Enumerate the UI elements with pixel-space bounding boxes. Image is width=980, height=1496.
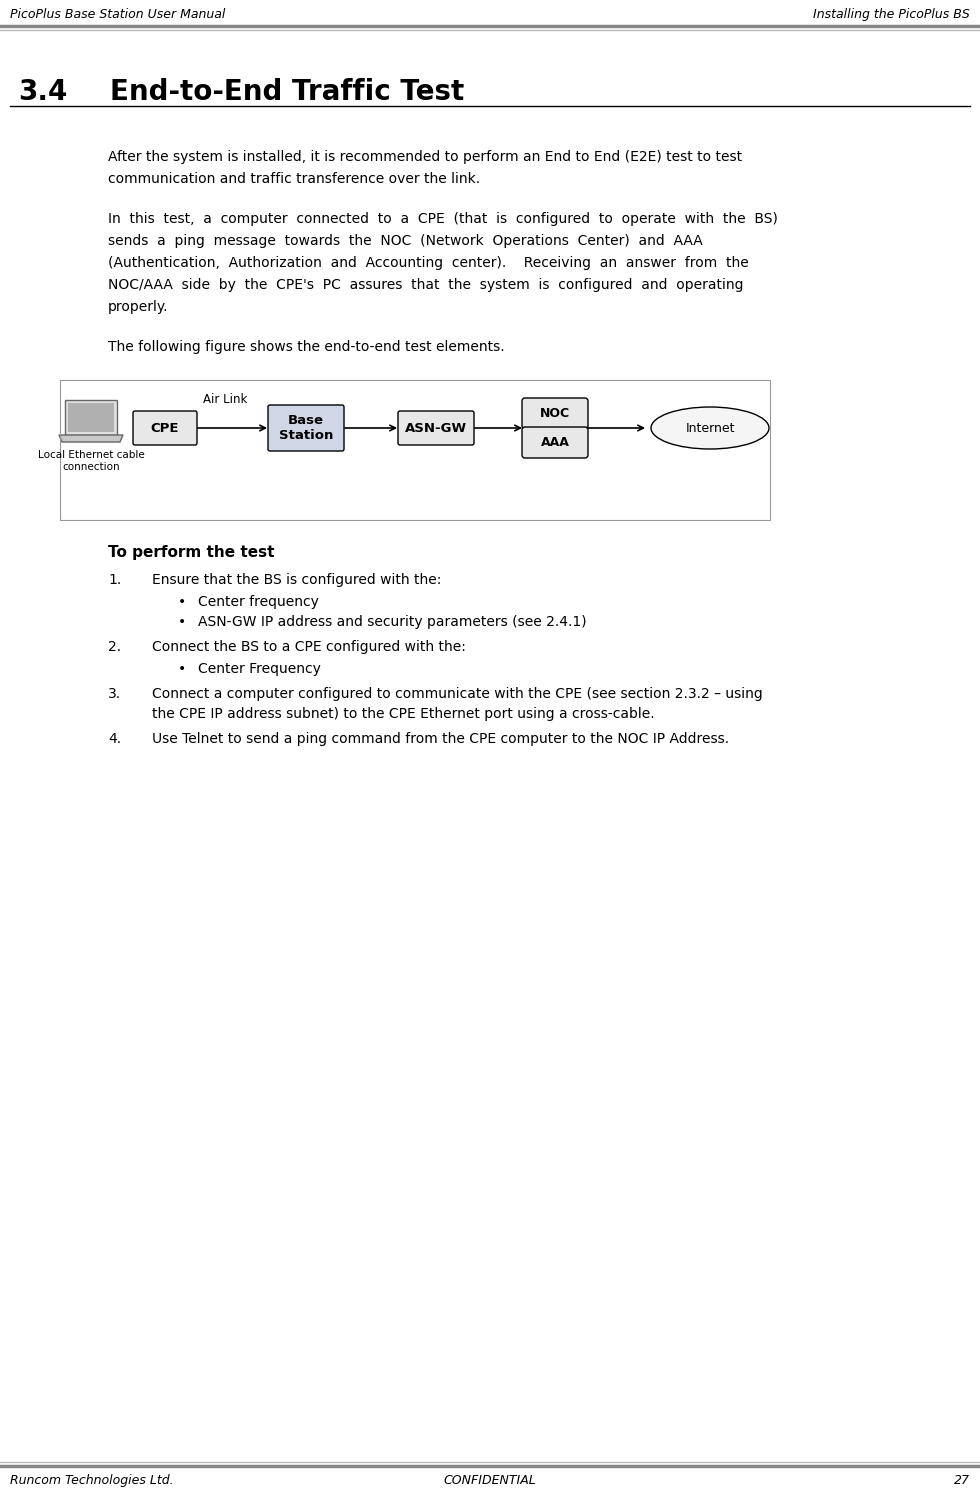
Text: In  this  test,  a  computer  connected  to  a  CPE  (that  is  configured  to  : In this test, a computer connected to a … xyxy=(108,212,778,226)
Text: 4.: 4. xyxy=(108,732,122,747)
Bar xyxy=(60,380,770,521)
Text: NOC: NOC xyxy=(540,407,570,420)
Text: AAA: AAA xyxy=(541,435,569,449)
Text: sends  a  ping  message  towards  the  NOC  (Network  Operations  Center)  and  : sends a ping message towards the NOC (Ne… xyxy=(108,233,703,248)
Text: properly.: properly. xyxy=(108,301,169,314)
Text: End-to-End Traffic Test: End-to-End Traffic Test xyxy=(110,78,465,106)
Text: 3.4: 3.4 xyxy=(18,78,68,106)
FancyBboxPatch shape xyxy=(522,426,588,458)
FancyBboxPatch shape xyxy=(268,405,344,450)
Text: After the system is installed, it is recommended to perform an End to End (E2E) : After the system is installed, it is rec… xyxy=(108,150,742,165)
Text: Internet: Internet xyxy=(685,422,735,434)
Bar xyxy=(68,402,114,432)
Text: Center Frequency: Center Frequency xyxy=(198,663,320,676)
Text: 27: 27 xyxy=(954,1474,970,1487)
Text: Use Telnet to send a ping command from the CPE computer to the NOC IP Address.: Use Telnet to send a ping command from t… xyxy=(152,732,729,747)
Text: Installing the PicoPlus BS: Installing the PicoPlus BS xyxy=(813,7,970,21)
Text: Local Ethernet cable
connection: Local Ethernet cable connection xyxy=(37,450,144,473)
Text: •: • xyxy=(178,595,186,609)
Bar xyxy=(65,399,117,435)
Text: Air Link: Air Link xyxy=(203,393,247,405)
FancyBboxPatch shape xyxy=(133,411,197,444)
Text: Connect the BS to a CPE configured with the:: Connect the BS to a CPE configured with … xyxy=(152,640,466,654)
Text: Center frequency: Center frequency xyxy=(198,595,318,609)
Text: The following figure shows the end-to-end test elements.: The following figure shows the end-to-en… xyxy=(108,340,505,355)
Polygon shape xyxy=(59,435,123,441)
Text: 1.: 1. xyxy=(108,573,122,586)
Text: ASN-GW IP address and security parameters (see 2.4.1): ASN-GW IP address and security parameter… xyxy=(198,615,587,628)
Text: Connect a computer configured to communicate with the CPE (see section 2.3.2 – u: Connect a computer configured to communi… xyxy=(152,687,762,702)
Text: PicoPlus Base Station User Manual: PicoPlus Base Station User Manual xyxy=(10,7,225,21)
Text: the CPE IP address subnet) to the CPE Ethernet port using a cross-cable.: the CPE IP address subnet) to the CPE Et… xyxy=(152,708,655,721)
Text: To perform the test: To perform the test xyxy=(108,545,274,560)
Text: NOC/AAA  side  by  the  CPE's  PC  assures  that  the  system  is  configured  a: NOC/AAA side by the CPE's PC assures tha… xyxy=(108,278,744,292)
Text: •: • xyxy=(178,663,186,676)
Text: CPE: CPE xyxy=(151,422,179,434)
Text: CONFIDENTIAL: CONFIDENTIAL xyxy=(444,1474,536,1487)
FancyBboxPatch shape xyxy=(398,411,474,444)
Text: ASN-GW: ASN-GW xyxy=(405,422,467,434)
FancyBboxPatch shape xyxy=(522,398,588,429)
Text: •: • xyxy=(178,615,186,628)
Text: 2.: 2. xyxy=(108,640,122,654)
Ellipse shape xyxy=(651,407,769,449)
Text: Runcom Technologies Ltd.: Runcom Technologies Ltd. xyxy=(10,1474,173,1487)
Text: 3.: 3. xyxy=(108,687,122,702)
Text: (Authentication,  Authorization  and  Accounting  center).    Receiving  an  ans: (Authentication, Authorization and Accou… xyxy=(108,256,749,269)
Text: communication and traffic transference over the link.: communication and traffic transference o… xyxy=(108,172,480,186)
Text: Ensure that the BS is configured with the:: Ensure that the BS is configured with th… xyxy=(152,573,441,586)
Text: Base
Station: Base Station xyxy=(279,414,333,441)
